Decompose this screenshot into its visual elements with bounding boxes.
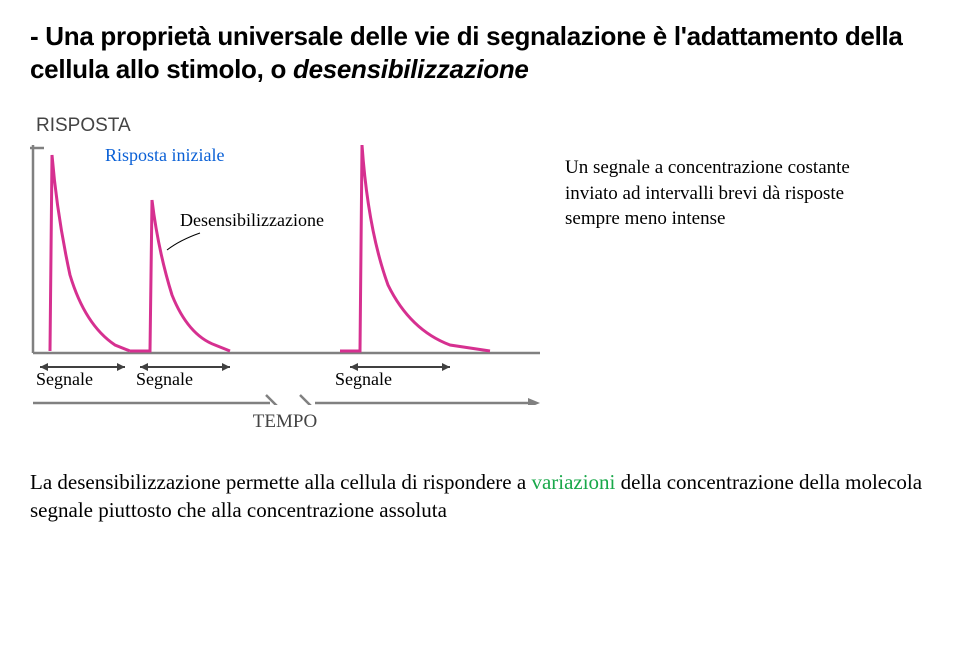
conclusion-text: La desensibilizzazione permette alla cel… xyxy=(30,468,930,525)
conclude-pre: La desensibilizzazione permette alla cel… xyxy=(30,470,531,494)
chart-row: Risposta iniziale Desensibilizzazione xyxy=(30,145,930,405)
label-desensibilizzazione: Desensibilizzazione xyxy=(180,210,324,231)
y-axis-label: RISPOSTA xyxy=(36,115,930,137)
label-segnale-3: Segnale xyxy=(335,369,392,390)
conclude-var: variazioni xyxy=(531,470,615,494)
side-explanation: Un segnale a concentrazione costante inv… xyxy=(565,155,885,232)
intro-desens-word: desensibilizzazione xyxy=(293,54,529,84)
intro-text: - Una proprietà universale delle vie di … xyxy=(30,20,930,85)
label-risposta-iniziale: Risposta iniziale xyxy=(105,145,224,166)
label-segnale-1: Segnale xyxy=(36,369,93,390)
chart-area: Risposta iniziale Desensibilizzazione xyxy=(30,145,540,405)
chart-svg xyxy=(30,145,540,405)
x-axis-label: TEMPO xyxy=(30,411,540,433)
label-segnale-2: Segnale xyxy=(136,369,193,390)
